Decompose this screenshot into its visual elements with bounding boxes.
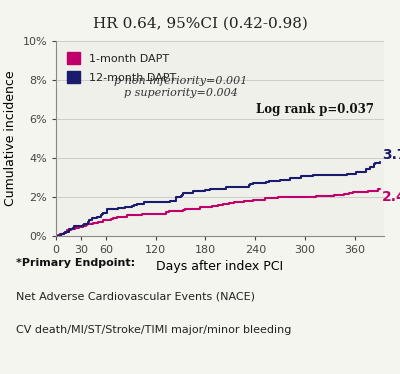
Text: CV death/MI/ST/Stroke/TIMI major/minor bleeding: CV death/MI/ST/Stroke/TIMI major/minor b… xyxy=(16,325,291,335)
X-axis label: Days after index PCI: Days after index PCI xyxy=(156,260,284,273)
Text: 2.4%: 2.4% xyxy=(382,190,400,204)
Text: 3.7%: 3.7% xyxy=(382,148,400,162)
Legend: 1-month DAPT, 12-month DAPT: 1-month DAPT, 12-month DAPT xyxy=(62,47,182,89)
Text: *Primary Endpoint:: *Primary Endpoint: xyxy=(16,258,135,268)
Y-axis label: Cumulative incidence: Cumulative incidence xyxy=(4,71,17,206)
Text: Net Adverse Cardiovascular Events (NACE): Net Adverse Cardiovascular Events (NACE) xyxy=(16,292,255,302)
Text: Log rank p=0.037: Log rank p=0.037 xyxy=(256,103,374,116)
Text: p non-inferiority=0.001
p superiority=0.004: p non-inferiority=0.001 p superiority=0.… xyxy=(114,76,247,98)
Text: HR 0.64, 95%CI (0.42-0.98): HR 0.64, 95%CI (0.42-0.98) xyxy=(92,17,308,31)
